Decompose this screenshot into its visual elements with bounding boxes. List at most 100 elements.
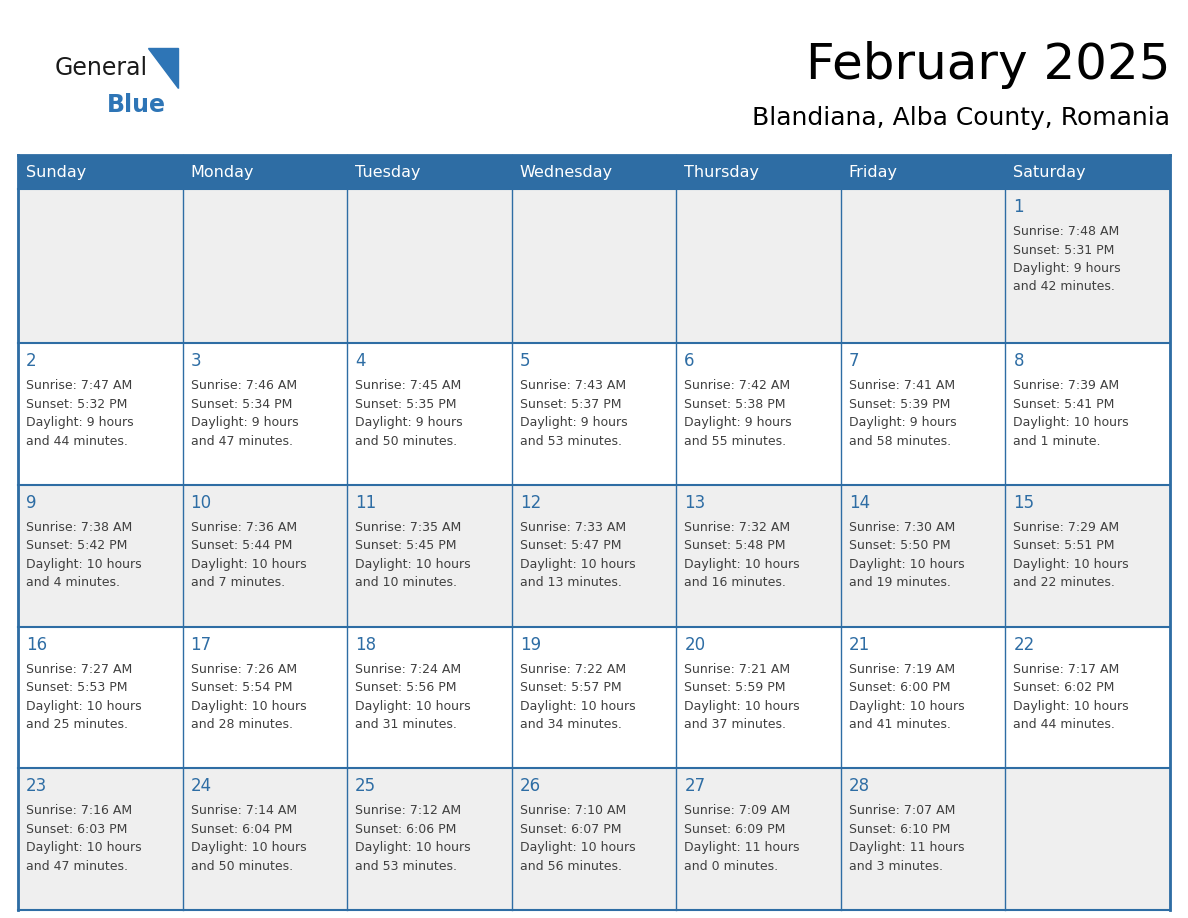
Bar	[512, 768, 676, 910]
Text: Sunrise: 7:39 AM
Sunset: 5:41 PM
Daylight: 10 hours
and 1 minute.: Sunrise: 7:39 AM Sunset: 5:41 PM Dayligh…	[1013, 379, 1129, 448]
Bar	[18, 626, 183, 768]
Bar	[1005, 485, 1170, 626]
Text: Sunrise: 7:46 AM
Sunset: 5:34 PM
Daylight: 9 hours
and 47 minutes.: Sunrise: 7:46 AM Sunset: 5:34 PM Dayligh…	[190, 379, 298, 448]
Text: 12: 12	[519, 494, 541, 512]
Bar	[841, 343, 1005, 485]
Text: 3: 3	[190, 353, 201, 370]
Bar	[347, 343, 512, 485]
Text: Sunrise: 7:48 AM
Sunset: 5:31 PM
Daylight: 9 hours
and 42 minutes.: Sunrise: 7:48 AM Sunset: 5:31 PM Dayligh…	[1013, 225, 1121, 294]
Text: Sunrise: 7:30 AM
Sunset: 5:50 PM
Daylight: 10 hours
and 19 minutes.: Sunrise: 7:30 AM Sunset: 5:50 PM Dayligh…	[849, 521, 965, 589]
Text: 17: 17	[190, 635, 211, 654]
Text: Sunrise: 7:27 AM
Sunset: 5:53 PM
Daylight: 10 hours
and 25 minutes.: Sunrise: 7:27 AM Sunset: 5:53 PM Dayligh…	[26, 663, 141, 731]
Bar	[676, 343, 841, 485]
Polygon shape	[148, 48, 178, 88]
Text: Sunrise: 7:35 AM
Sunset: 5:45 PM
Daylight: 10 hours
and 10 minutes.: Sunrise: 7:35 AM Sunset: 5:45 PM Dayligh…	[355, 521, 470, 589]
Text: Blandiana, Alba County, Romania: Blandiana, Alba County, Romania	[752, 106, 1170, 130]
Text: Sunrise: 7:26 AM
Sunset: 5:54 PM
Daylight: 10 hours
and 28 minutes.: Sunrise: 7:26 AM Sunset: 5:54 PM Dayligh…	[190, 663, 307, 731]
Bar	[676, 189, 841, 343]
Bar	[18, 343, 183, 485]
Bar	[841, 155, 1005, 189]
Text: Sunrise: 7:19 AM
Sunset: 6:00 PM
Daylight: 10 hours
and 41 minutes.: Sunrise: 7:19 AM Sunset: 6:00 PM Dayligh…	[849, 663, 965, 731]
Bar	[18, 768, 183, 910]
Bar	[183, 485, 347, 626]
Bar	[512, 155, 676, 189]
Bar	[676, 485, 841, 626]
Text: February 2025: February 2025	[805, 41, 1170, 89]
Text: Sunrise: 7:17 AM
Sunset: 6:02 PM
Daylight: 10 hours
and 44 minutes.: Sunrise: 7:17 AM Sunset: 6:02 PM Dayligh…	[1013, 663, 1129, 731]
Text: Blue: Blue	[107, 93, 166, 117]
Text: Sunrise: 7:45 AM
Sunset: 5:35 PM
Daylight: 9 hours
and 50 minutes.: Sunrise: 7:45 AM Sunset: 5:35 PM Dayligh…	[355, 379, 463, 448]
Text: Tuesday: Tuesday	[355, 164, 421, 180]
Bar	[841, 626, 1005, 768]
Text: Saturday: Saturday	[1013, 164, 1086, 180]
Text: Sunrise: 7:42 AM
Sunset: 5:38 PM
Daylight: 9 hours
and 55 minutes.: Sunrise: 7:42 AM Sunset: 5:38 PM Dayligh…	[684, 379, 792, 448]
Text: General: General	[55, 56, 148, 80]
Text: Sunrise: 7:21 AM
Sunset: 5:59 PM
Daylight: 10 hours
and 37 minutes.: Sunrise: 7:21 AM Sunset: 5:59 PM Dayligh…	[684, 663, 800, 731]
Text: 11: 11	[355, 494, 377, 512]
Text: Sunrise: 7:41 AM
Sunset: 5:39 PM
Daylight: 9 hours
and 58 minutes.: Sunrise: 7:41 AM Sunset: 5:39 PM Dayligh…	[849, 379, 956, 448]
Text: 8: 8	[1013, 353, 1024, 370]
Text: 24: 24	[190, 778, 211, 795]
Bar	[183, 626, 347, 768]
Bar	[18, 155, 183, 189]
Text: Sunrise: 7:09 AM
Sunset: 6:09 PM
Daylight: 11 hours
and 0 minutes.: Sunrise: 7:09 AM Sunset: 6:09 PM Dayligh…	[684, 804, 800, 873]
Text: Monday: Monday	[190, 164, 254, 180]
Bar	[347, 485, 512, 626]
Bar	[1005, 768, 1170, 910]
Text: Sunrise: 7:36 AM
Sunset: 5:44 PM
Daylight: 10 hours
and 7 minutes.: Sunrise: 7:36 AM Sunset: 5:44 PM Dayligh…	[190, 521, 307, 589]
Text: Friday: Friday	[849, 164, 898, 180]
Bar	[18, 485, 183, 626]
Text: 20: 20	[684, 635, 706, 654]
Bar	[841, 485, 1005, 626]
Text: 22: 22	[1013, 635, 1035, 654]
Text: 6: 6	[684, 353, 695, 370]
Text: 15: 15	[1013, 494, 1035, 512]
Bar	[676, 768, 841, 910]
Text: Sunrise: 7:07 AM
Sunset: 6:10 PM
Daylight: 11 hours
and 3 minutes.: Sunrise: 7:07 AM Sunset: 6:10 PM Dayligh…	[849, 804, 965, 873]
Bar	[183, 155, 347, 189]
Text: 28: 28	[849, 778, 870, 795]
Text: 7: 7	[849, 353, 859, 370]
Bar	[512, 189, 676, 343]
Bar	[512, 343, 676, 485]
Text: 4: 4	[355, 353, 366, 370]
Text: Sunrise: 7:10 AM
Sunset: 6:07 PM
Daylight: 10 hours
and 56 minutes.: Sunrise: 7:10 AM Sunset: 6:07 PM Dayligh…	[519, 804, 636, 873]
Text: 26: 26	[519, 778, 541, 795]
Bar	[1005, 626, 1170, 768]
Bar	[347, 155, 512, 189]
Bar	[18, 189, 183, 343]
Text: Sunrise: 7:16 AM
Sunset: 6:03 PM
Daylight: 10 hours
and 47 minutes.: Sunrise: 7:16 AM Sunset: 6:03 PM Dayligh…	[26, 804, 141, 873]
Text: Sunrise: 7:33 AM
Sunset: 5:47 PM
Daylight: 10 hours
and 13 minutes.: Sunrise: 7:33 AM Sunset: 5:47 PM Dayligh…	[519, 521, 636, 589]
Text: Wednesday: Wednesday	[519, 164, 613, 180]
Text: 1: 1	[1013, 198, 1024, 216]
Bar	[512, 485, 676, 626]
Text: Sunrise: 7:24 AM
Sunset: 5:56 PM
Daylight: 10 hours
and 31 minutes.: Sunrise: 7:24 AM Sunset: 5:56 PM Dayligh…	[355, 663, 470, 731]
Text: 9: 9	[26, 494, 37, 512]
Text: 13: 13	[684, 494, 706, 512]
Text: 10: 10	[190, 494, 211, 512]
Bar	[1005, 189, 1170, 343]
Text: Sunrise: 7:32 AM
Sunset: 5:48 PM
Daylight: 10 hours
and 16 minutes.: Sunrise: 7:32 AM Sunset: 5:48 PM Dayligh…	[684, 521, 800, 589]
Text: 23: 23	[26, 778, 48, 795]
Text: 27: 27	[684, 778, 706, 795]
Text: Sunrise: 7:38 AM
Sunset: 5:42 PM
Daylight: 10 hours
and 4 minutes.: Sunrise: 7:38 AM Sunset: 5:42 PM Dayligh…	[26, 521, 141, 589]
Text: Sunrise: 7:29 AM
Sunset: 5:51 PM
Daylight: 10 hours
and 22 minutes.: Sunrise: 7:29 AM Sunset: 5:51 PM Dayligh…	[1013, 521, 1129, 589]
Text: Sunrise: 7:12 AM
Sunset: 6:06 PM
Daylight: 10 hours
and 53 minutes.: Sunrise: 7:12 AM Sunset: 6:06 PM Dayligh…	[355, 804, 470, 873]
Bar	[841, 768, 1005, 910]
Text: 16: 16	[26, 635, 48, 654]
Text: Thursday: Thursday	[684, 164, 759, 180]
Bar	[512, 626, 676, 768]
Text: Sunrise: 7:14 AM
Sunset: 6:04 PM
Daylight: 10 hours
and 50 minutes.: Sunrise: 7:14 AM Sunset: 6:04 PM Dayligh…	[190, 804, 307, 873]
Text: 19: 19	[519, 635, 541, 654]
Text: 25: 25	[355, 778, 377, 795]
Bar	[183, 189, 347, 343]
Bar	[183, 768, 347, 910]
Bar	[183, 343, 347, 485]
Text: 21: 21	[849, 635, 870, 654]
Text: 2: 2	[26, 353, 37, 370]
Bar	[347, 189, 512, 343]
Bar	[1005, 155, 1170, 189]
Text: Sunrise: 7:22 AM
Sunset: 5:57 PM
Daylight: 10 hours
and 34 minutes.: Sunrise: 7:22 AM Sunset: 5:57 PM Dayligh…	[519, 663, 636, 731]
Text: Sunrise: 7:47 AM
Sunset: 5:32 PM
Daylight: 9 hours
and 44 minutes.: Sunrise: 7:47 AM Sunset: 5:32 PM Dayligh…	[26, 379, 133, 448]
Bar	[1005, 343, 1170, 485]
